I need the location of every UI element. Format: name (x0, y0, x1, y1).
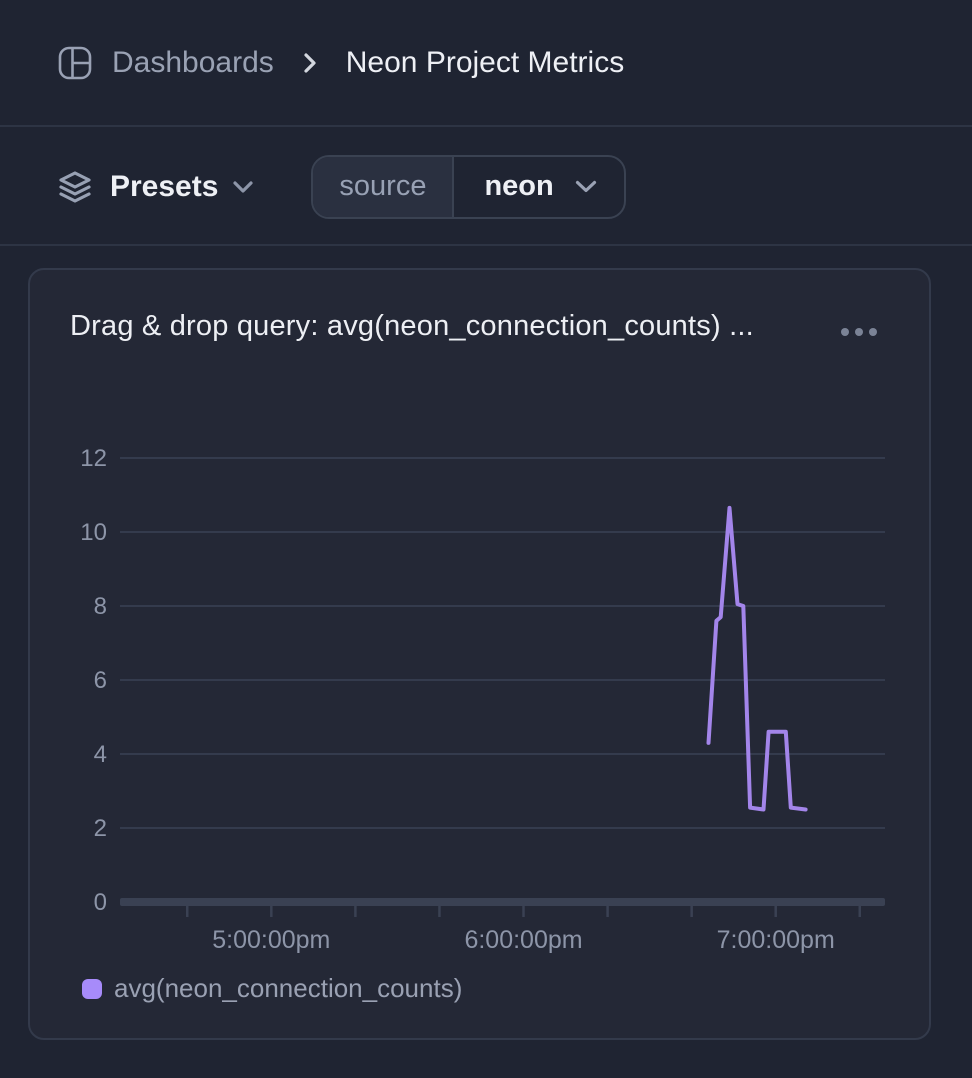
filter-key-label: source (313, 156, 455, 217)
legend-swatch (82, 978, 102, 999)
top-header: Dashboards Neon Project Metrics (0, 0, 972, 127)
breadcrumb-dashboards-link[interactable]: Dashboards (112, 45, 274, 79)
presets-label: Presets (110, 169, 219, 203)
legend-label: avg(neon_connection_counts) (114, 973, 463, 1003)
chevron-down-icon (574, 179, 598, 194)
presets-button[interactable]: Presets (56, 168, 254, 206)
legend-item[interactable]: avg(neon_connection_counts) (82, 973, 462, 1004)
layers-icon (56, 168, 94, 206)
chart-card: Drag & drop query: avg(neon_connection_c… (28, 268, 931, 1040)
ellipsis-icon (855, 328, 863, 336)
chevron-right-icon (302, 51, 318, 75)
filter-selected-value: neon (484, 170, 554, 202)
card-title: Drag & drop query: avg(neon_connection_c… (70, 310, 754, 342)
dashboard-grid-icon (58, 46, 92, 80)
ellipsis-icon (869, 328, 877, 336)
toolbar: Presets source neon (0, 129, 972, 246)
card-menu-button[interactable] (837, 324, 881, 340)
chevron-down-icon (232, 180, 254, 194)
breadcrumb-current-page: Neon Project Metrics (345, 45, 625, 79)
source-filter-select[interactable]: source neon (311, 154, 626, 219)
ellipsis-icon (841, 328, 849, 336)
breadcrumb: Dashboards Neon Project Metrics (58, 46, 624, 80)
